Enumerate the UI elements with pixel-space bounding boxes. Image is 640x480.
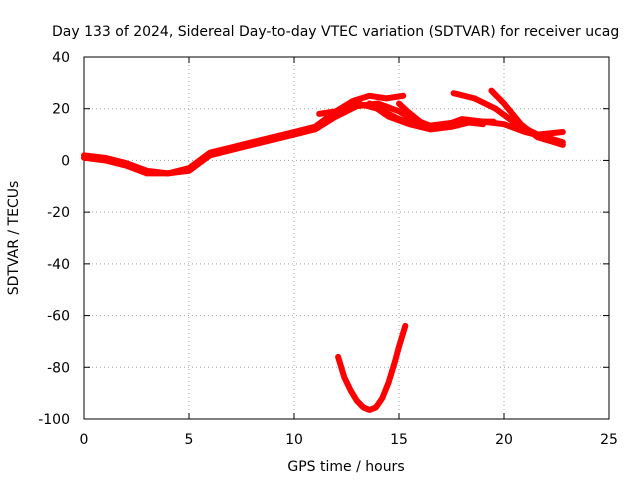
x-tick-label: 20 bbox=[495, 432, 513, 448]
chart-title: Day 133 of 2024, Sidereal Day-to-day VTE… bbox=[52, 24, 619, 40]
x-tick-label: 5 bbox=[185, 432, 194, 448]
y-tick-label: -20 bbox=[47, 205, 70, 221]
series-arc-6 bbox=[335, 322, 409, 413]
series-arc-1 bbox=[316, 92, 407, 117]
x-tick-label: 0 bbox=[80, 432, 89, 448]
y-tick-labels: 40 20 0 -20 -40 -60 -80 -100 bbox=[38, 50, 70, 428]
y-tick-label: -40 bbox=[47, 257, 70, 273]
y-tick-label: -100 bbox=[38, 412, 70, 428]
series-arc-3 bbox=[396, 100, 449, 130]
y-tick-label: -60 bbox=[47, 309, 70, 325]
x-tick-label: 15 bbox=[390, 432, 408, 448]
x-tick-label: 10 bbox=[285, 432, 303, 448]
series-arc-5 bbox=[488, 87, 566, 148]
series-group bbox=[81, 87, 566, 413]
y-axis-label: SDTVAR / TECUs bbox=[6, 181, 22, 296]
x-axis-label: GPS time / hours bbox=[287, 459, 404, 475]
y-tick-label: 20 bbox=[52, 102, 70, 118]
plot-frame bbox=[83, 56, 610, 420]
x-tick-label: 25 bbox=[600, 432, 618, 448]
series-arc-2 bbox=[366, 100, 497, 133]
series-arc-4 bbox=[450, 90, 566, 138]
y-tick-label: -80 bbox=[47, 360, 70, 376]
y-tick-label: 0 bbox=[61, 153, 70, 169]
axis-ticks bbox=[83, 56, 610, 420]
x-tick-labels: 0 5 10 15 20 25 bbox=[80, 432, 618, 448]
y-tick-label: 40 bbox=[52, 50, 70, 66]
